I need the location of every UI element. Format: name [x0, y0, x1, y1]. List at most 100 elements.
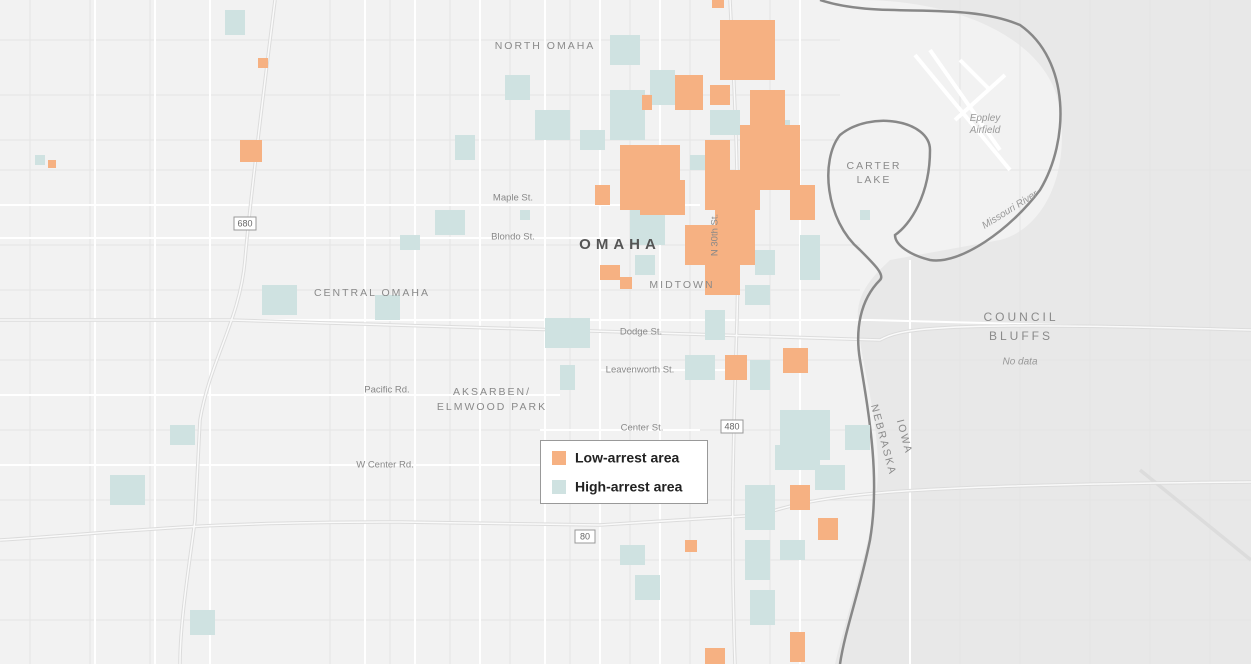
low-arrest-block — [705, 140, 730, 170]
shield — [233, 216, 257, 231]
highway-shields: 680 480 80 — [233, 216, 744, 544]
low-arrest-block — [715, 210, 755, 265]
low-arrest-block — [675, 75, 703, 110]
high-arrest-block — [750, 590, 775, 625]
low-arrest-block — [640, 180, 685, 215]
high-arrest-block — [630, 210, 665, 245]
high-arrest-block — [635, 255, 655, 275]
low-arrest-block — [712, 0, 724, 8]
airfield-label-line: Eppley — [970, 113, 1002, 124]
high-arrest-block — [800, 235, 820, 280]
place-label-line: CARTER — [847, 160, 902, 172]
high-arrest-block — [745, 485, 775, 530]
street-label: N 30th St. — [710, 214, 721, 256]
high-arrest-block — [225, 10, 245, 35]
place-label-line: ELMWOOD PARK — [437, 401, 547, 413]
high-arrest-block — [35, 155, 45, 165]
high-arrest-block — [620, 545, 645, 565]
high-arrest-block — [705, 310, 725, 340]
place-label: COUNCIL BLUFFS — [983, 310, 1058, 343]
street-label: Leavenworth St. — [606, 365, 675, 376]
low-arrest-block — [705, 260, 740, 295]
place-label: NORTH OMAHA — [495, 40, 596, 52]
airfield-label-line: Airfield — [969, 125, 1001, 136]
high-arrest-block — [545, 318, 590, 348]
low-arrest-block — [790, 632, 805, 662]
low-arrest-block — [710, 85, 730, 105]
place-label: MIDTOWN — [649, 279, 714, 291]
high-arrest-block — [535, 110, 570, 140]
low-arrest-block — [783, 348, 808, 373]
low-arrest-block — [620, 277, 632, 289]
street-label: Maple St. — [493, 193, 533, 204]
low-arrest-block — [258, 58, 268, 68]
shield — [574, 529, 596, 544]
legend: Low-arrest area High-arrest area — [540, 440, 708, 504]
place-label-line: COUNCIL — [983, 310, 1058, 324]
high-arrest-block — [170, 425, 195, 445]
high-arrest-block — [610, 35, 640, 65]
low-arrest-block — [642, 95, 652, 110]
shield-label: 680 — [237, 218, 252, 228]
shield — [720, 419, 744, 434]
place-label: AKSARBEN/ELMWOOD PARK — [437, 386, 547, 413]
high-arrest-block — [635, 575, 660, 600]
place-label: CENTRAL OMAHA — [314, 287, 430, 299]
legend-box — [540, 440, 708, 504]
airfield-label: Eppley Airfield — [969, 113, 1002, 136]
airfield — [913, 48, 1012, 172]
high-arrest-block — [845, 425, 870, 450]
street-label: Blondo St. — [491, 232, 535, 243]
iowa-area — [835, 0, 1251, 664]
high-arrest-block — [815, 465, 845, 490]
place-label: CARTER LAKE — [847, 160, 902, 186]
high-arrest-block — [780, 540, 805, 560]
street-label: Center St. — [621, 423, 664, 434]
low-arrest-block — [790, 485, 810, 510]
high-arrest-block — [262, 285, 297, 315]
low-arrest-block — [725, 355, 747, 380]
high-arrest-block — [455, 135, 475, 160]
high-arrest-block — [505, 75, 530, 100]
high-arrest-block — [650, 70, 675, 105]
legend-swatch — [552, 480, 566, 494]
high-arrest-block — [435, 210, 465, 235]
place-label-line: LAKE — [857, 174, 892, 186]
high-arrest-block — [110, 475, 145, 505]
high-arrest-block — [860, 210, 870, 220]
street-label: W Center Rd. — [356, 460, 414, 471]
low-arrest-block — [240, 140, 262, 162]
high-arrest-block — [400, 235, 420, 250]
arrest-areas — [35, 0, 870, 664]
shield-label: 480 — [724, 421, 739, 431]
high-arrest-block — [745, 540, 770, 580]
state-border-river — [819, 0, 1062, 664]
high-arrest-block — [685, 355, 715, 380]
low-arrest-block — [595, 185, 610, 205]
low-arrest-block — [720, 20, 775, 80]
street-label: Dodge St. — [620, 327, 662, 338]
high-arrest-block — [610, 90, 645, 140]
shield-label: 80 — [580, 531, 590, 541]
place-label-line: BLUFFS — [989, 329, 1053, 343]
low-arrest-block — [818, 518, 838, 540]
high-arrest-block — [750, 360, 770, 390]
high-arrest-block — [190, 610, 215, 635]
no-data-label: No data — [1002, 357, 1037, 368]
high-arrest-block — [580, 130, 605, 150]
low-arrest-block — [600, 265, 620, 280]
street-label: Pacific Rd. — [364, 385, 409, 396]
place-label-line: AKSARBEN/ — [453, 386, 531, 398]
low-arrest-block — [790, 185, 815, 220]
high-arrest-block — [755, 250, 775, 275]
high-arrest-block — [560, 365, 575, 390]
legend-label: High-arrest area — [575, 479, 683, 495]
legend-swatch — [552, 451, 566, 465]
low-arrest-block — [685, 540, 697, 552]
low-arrest-block — [48, 160, 56, 168]
high-arrest-block — [690, 155, 705, 170]
high-arrest-block — [520, 210, 530, 220]
high-arrest-block — [710, 110, 740, 135]
high-arrest-block — [745, 285, 770, 305]
